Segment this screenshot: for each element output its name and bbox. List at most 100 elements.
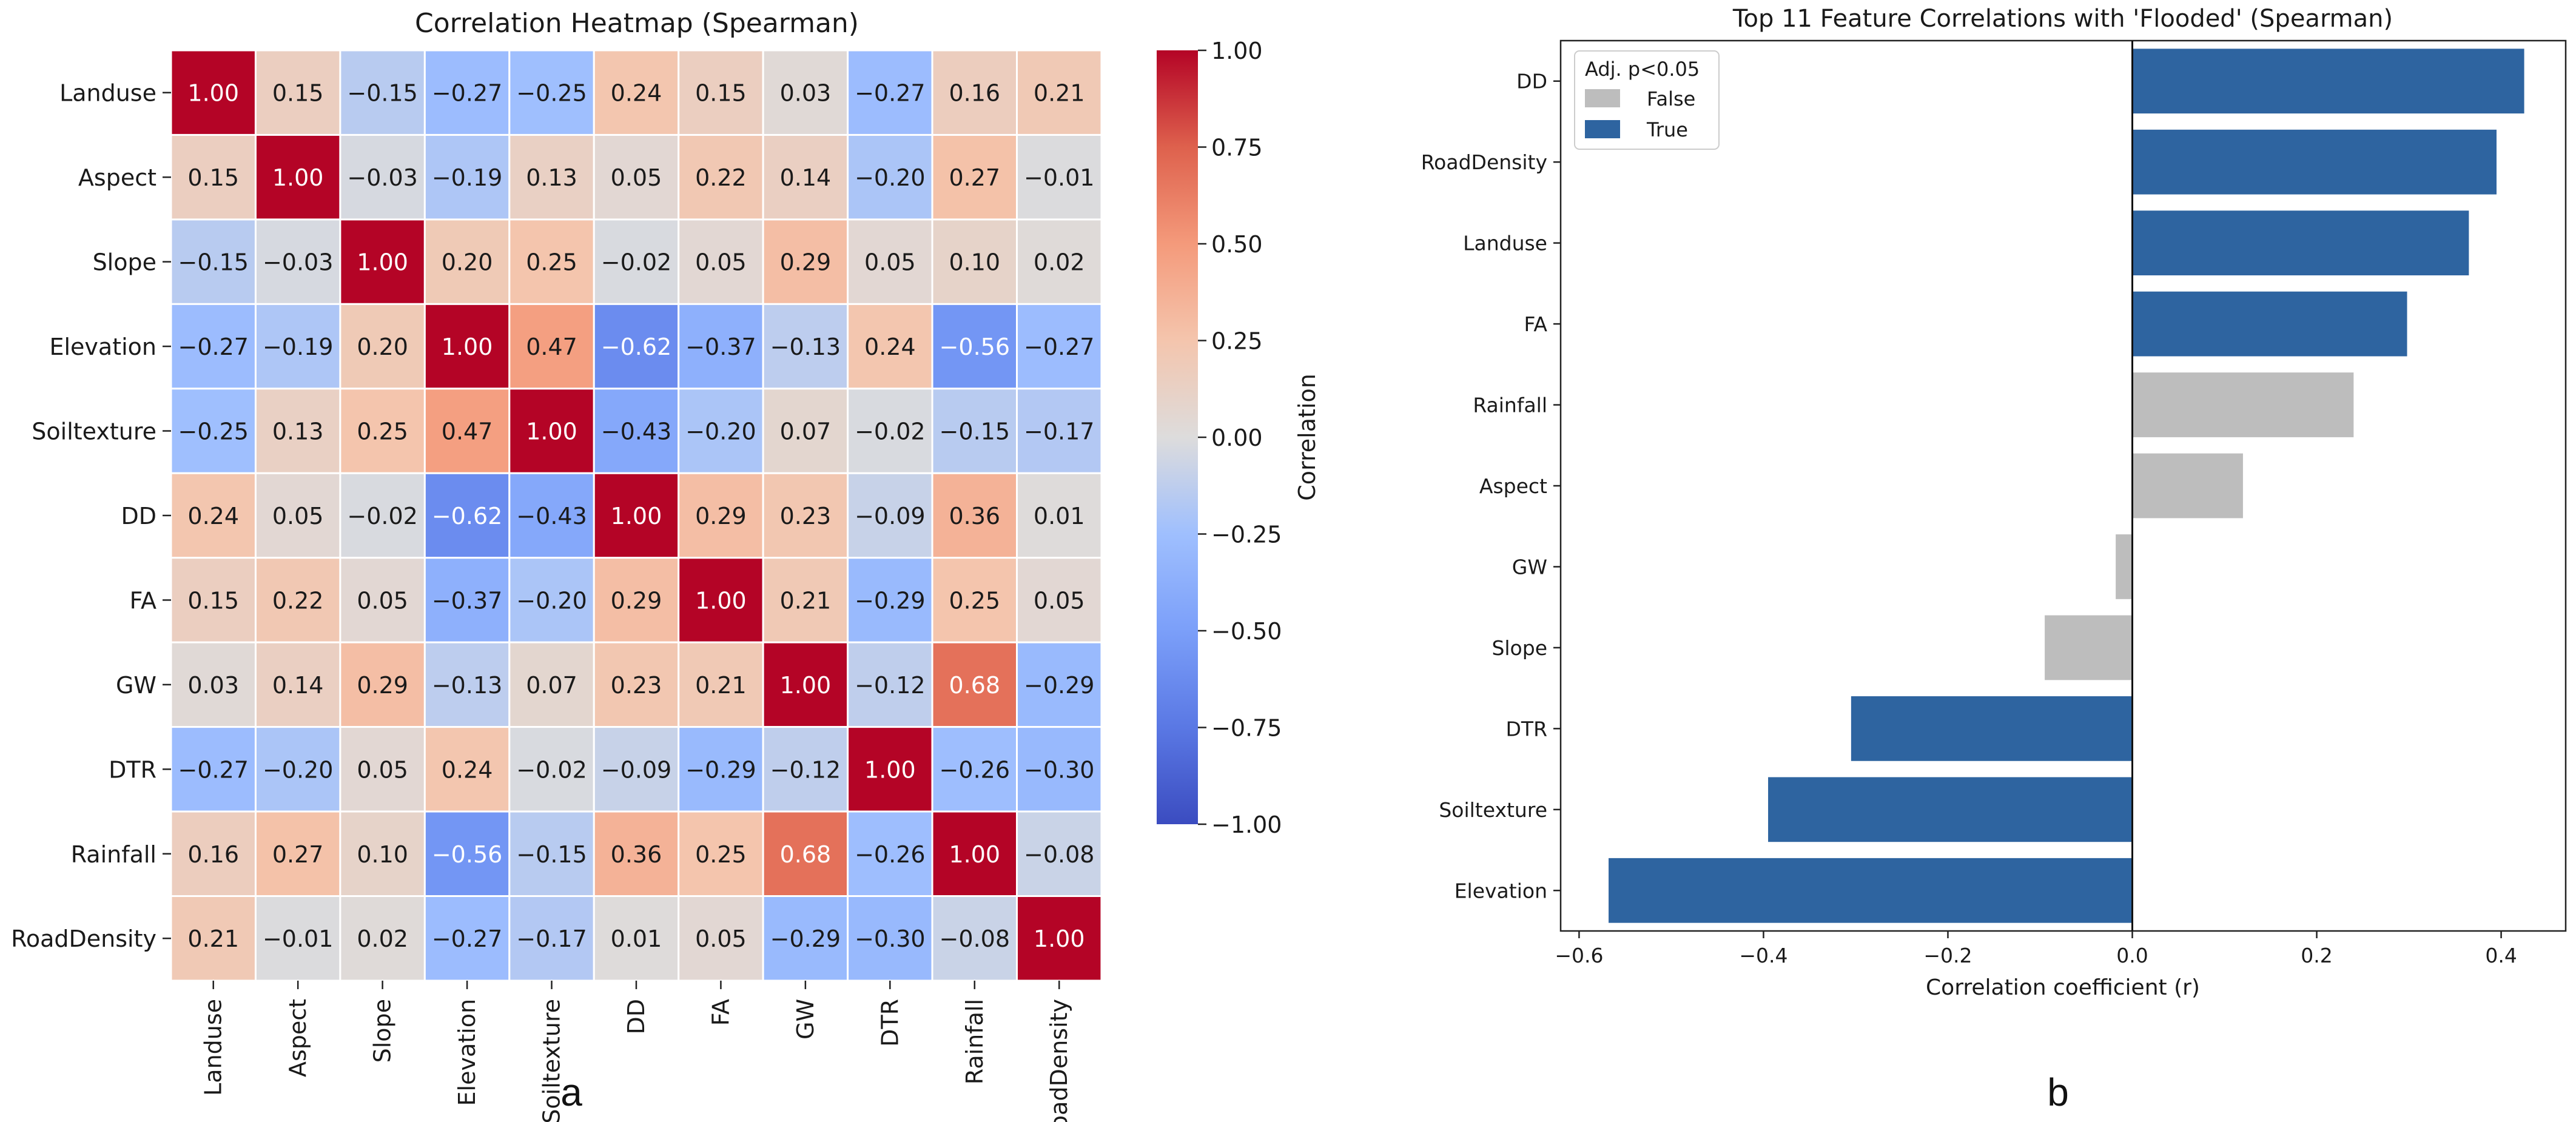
heatmap-cell-value: −0.29 [770,925,841,952]
heatmap-row-label: FA [130,587,156,614]
heatmap-cell [423,557,511,643]
heatmap-cell-value: −0.08 [940,925,1010,952]
heatmap-cell-value: 0.05 [611,164,662,191]
heatmap-cell [593,641,680,728]
colorbar-tick-label: −0.50 [1211,618,1282,645]
heatmap-row-label: GW [116,672,156,699]
bar-category-label: FA [1524,312,1547,336]
heatmap-cell-value: −0.09 [601,756,671,783]
x-tick-label: 0.0 [2116,944,2148,967]
heatmap-cell-value: −0.02 [347,503,417,529]
bar [2132,372,2354,437]
heatmap-cell-value: 0.29 [357,672,408,699]
colorbar-tick-label: 0.50 [1211,231,1263,258]
heatmap-cell [847,895,933,982]
bar [1768,777,2133,842]
heatmap-cell-value: 0.22 [695,164,747,191]
bar [2132,49,2524,114]
bar-chart-title: Top 11 Feature Correlations with 'Floode… [1732,5,2393,33]
heatmap-cell [339,810,426,898]
heatmap-cell-value: 0.27 [272,841,324,868]
heatmap-row-label: Rainfall [71,841,156,868]
heatmap-cell-value: 0.05 [864,249,916,276]
heatmap-cell-value: 0.25 [526,249,577,276]
heatmap-cell [678,133,764,221]
heatmap-cell-value: −0.15 [347,80,417,107]
heatmap-cell-value: 1.00 [864,756,916,783]
legend-swatch-true [1585,120,1620,138]
heatmap-cell-value: 0.23 [780,503,832,529]
heatmap-cell-value: 0.15 [187,164,239,191]
heatmap-cell-value: 0.68 [949,672,1000,699]
bar-category-label: Slope [1491,636,1547,660]
heatmap-cell-value: −0.62 [432,503,502,529]
heatmap-cell-value: 0.05 [357,587,408,614]
heatmap-cell-value: −0.25 [516,80,587,107]
heatmap-cell-value: −0.17 [516,925,587,952]
heatmap-cell [423,388,511,474]
heatmap-cell [339,557,426,643]
heatmap-cell-value: 0.27 [949,164,1000,191]
heatmap-cell-value: 0.15 [272,80,324,107]
bar [2132,291,2407,357]
heatmap-cell [508,133,595,221]
heatmap-cell [423,303,511,390]
heatmap-cell-value: −0.19 [432,164,502,191]
heatmap-cell-value: −0.12 [770,756,841,783]
heatmap-cell-value: 0.15 [695,80,747,107]
heatmap-cell-value: 1.00 [357,249,408,276]
heatmap-cell-value: 0.29 [611,587,662,614]
bar-category-label: DTR [1506,717,1548,741]
heatmap-cell-value: −0.15 [940,418,1010,445]
heatmap-cell [339,133,426,221]
colorbar-tick-label: 1.00 [1211,38,1263,64]
heatmap-cell-value: 0.29 [695,503,747,529]
heatmap-cell [931,726,1018,813]
heatmap-cell-value: 0.16 [949,80,1000,107]
heatmap-cell [931,895,1018,982]
heatmap-column-label: Landuse [200,999,227,1096]
heatmap-cell [1016,641,1103,728]
colorbar-gradient [1157,50,1198,824]
heatmap-cell-value: −0.13 [770,334,841,360]
colorbar-ticks: 1.00 0.75 0.50 0.25 0.00 −0.25 −0.50 −0.75 −1.00 [1198,38,1282,838]
heatmap-cell [254,49,341,136]
bar-category-label: DD [1516,70,1547,93]
heatmap-cell-value: 0.02 [1034,249,1085,276]
heatmap-cell [678,641,764,728]
heatmap-cell [593,303,680,390]
heatmap-cell-value: 0.05 [695,925,747,952]
heatmap-row-label: DTR [109,756,156,783]
heatmap-cell-value: −0.29 [1024,672,1094,699]
heatmap-cell-value: −0.27 [178,334,248,360]
heatmap-cell-value: −0.43 [516,503,587,529]
heatmap-column-label: DTR [876,999,903,1047]
heatmap-cell [762,810,849,898]
heatmap-cell-value: −0.26 [855,841,925,868]
heatmap-cell-value: 0.24 [611,80,662,107]
heatmap-cell-value: 0.03 [780,80,832,107]
bar-category-label: Elevation [1454,879,1547,902]
heatmap-cell [931,641,1018,728]
heatmap-cell-value: 0.25 [949,587,1000,614]
heatmap-cell-value: 0.07 [780,418,832,445]
heatmap-cell-value: 0.10 [949,249,1000,276]
heatmap-cell [847,133,933,221]
heatmap-cell-value: −0.56 [432,841,502,868]
heatmap-row-label: Aspect [78,164,156,191]
heatmap-cell-value: 0.47 [442,418,493,445]
heatmap-cell [678,557,764,643]
heatmap-row-label: DD [121,503,156,529]
bar [2045,615,2133,680]
heatmap-cell [508,641,595,728]
heatmap-cell-value: −0.08 [1024,841,1094,868]
heatmap-column-label: Soiltexture [539,999,565,1122]
heatmap-cell-value: 0.25 [357,418,408,445]
heatmap-cell [762,557,849,643]
heatmap-cell-value: 0.05 [272,503,324,529]
panel-label-b: b [2047,1070,2069,1114]
heatmap-cell-value: 0.20 [442,249,493,276]
heatmap-cell [170,641,257,728]
heatmap-cell [847,726,933,813]
heatmap-cell-value: 0.13 [526,164,577,191]
